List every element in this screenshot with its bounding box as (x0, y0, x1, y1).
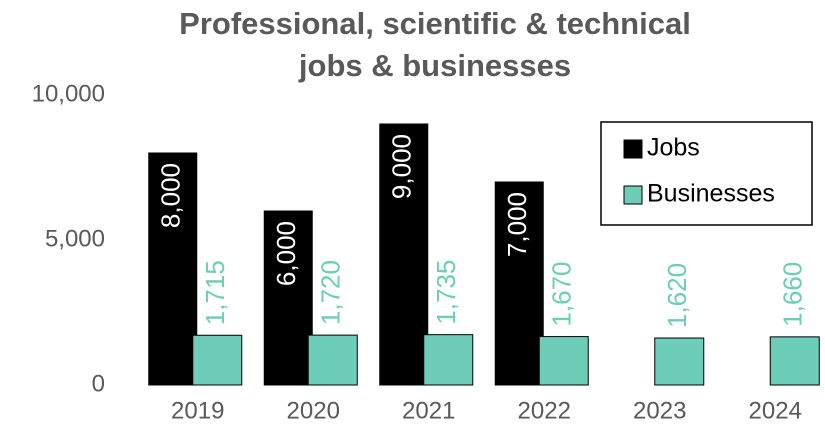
bar (538, 336, 589, 386)
legend-swatch (623, 185, 643, 205)
data-label: 1,720 (316, 260, 346, 325)
data-label: 7,000 (502, 192, 532, 257)
legend-box (600, 121, 813, 226)
y-tick-label: 0 (92, 370, 105, 397)
legend-label: Businesses (647, 180, 775, 208)
legend-label: Jobs (647, 134, 700, 162)
bar (263, 210, 313, 386)
x-tick-label: 2019 (171, 397, 224, 424)
bar (379, 123, 429, 386)
x-tick-label: 2020 (287, 397, 340, 424)
chart-title: jobs & businesses (298, 48, 571, 83)
y-tick-label: 10,000 (32, 80, 105, 107)
bar (769, 336, 820, 386)
bar (654, 337, 705, 386)
bar (307, 334, 358, 386)
data-label: 8,000 (156, 163, 186, 228)
data-label: 1,620 (662, 263, 692, 328)
x-tick-label: 2022 (518, 397, 571, 424)
data-label: 1,670 (547, 261, 577, 326)
y-tick-label: 5,000 (45, 225, 105, 252)
bar (148, 152, 198, 386)
data-label: 6,000 (271, 221, 301, 286)
bar (423, 334, 474, 386)
chart-title: Professional, scientific & technical (179, 6, 691, 41)
data-label: 1,660 (778, 262, 808, 327)
data-label: 1,735 (431, 260, 461, 325)
data-label: 1,715 (200, 260, 230, 325)
bar (494, 181, 544, 386)
data-label: 9,000 (387, 134, 417, 199)
x-tick-label: 2021 (402, 397, 455, 424)
x-tick-label: 2023 (633, 397, 686, 424)
x-tick-label: 2024 (749, 397, 802, 424)
bar (192, 334, 243, 386)
legend-swatch (623, 139, 643, 159)
